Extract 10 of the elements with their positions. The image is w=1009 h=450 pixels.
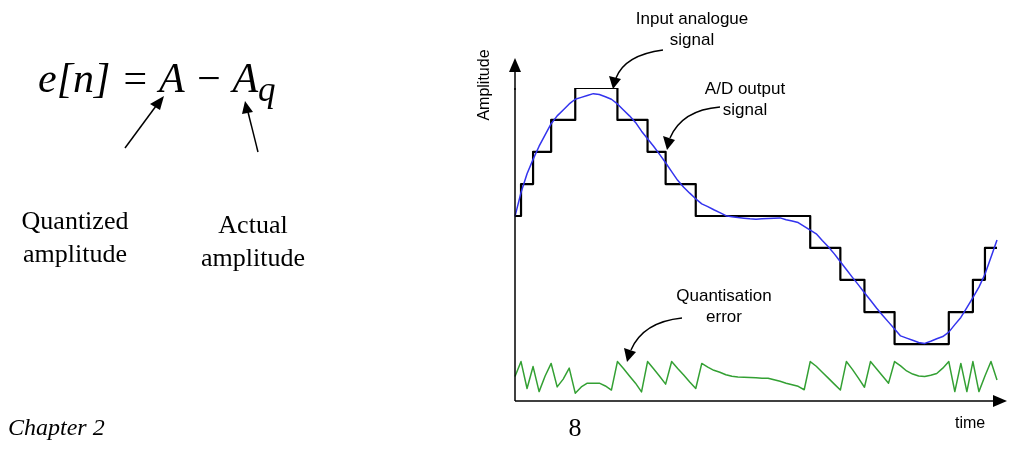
text: e[n] = A − A$_{q}$ [38,54,277,112]
annotation: A/D output signal [703,78,787,121]
annotation: Quantisation error [675,285,773,328]
text: Input analogue signal [634,8,750,51]
text: Actual amplitude [200,209,306,274]
y-axis-title: Amplitude [475,48,493,123]
text: 8 [567,412,583,444]
text: Chapter 2 [8,413,106,442]
x-axis-title: time [955,414,986,432]
text: Quantized amplitude [20,205,130,270]
